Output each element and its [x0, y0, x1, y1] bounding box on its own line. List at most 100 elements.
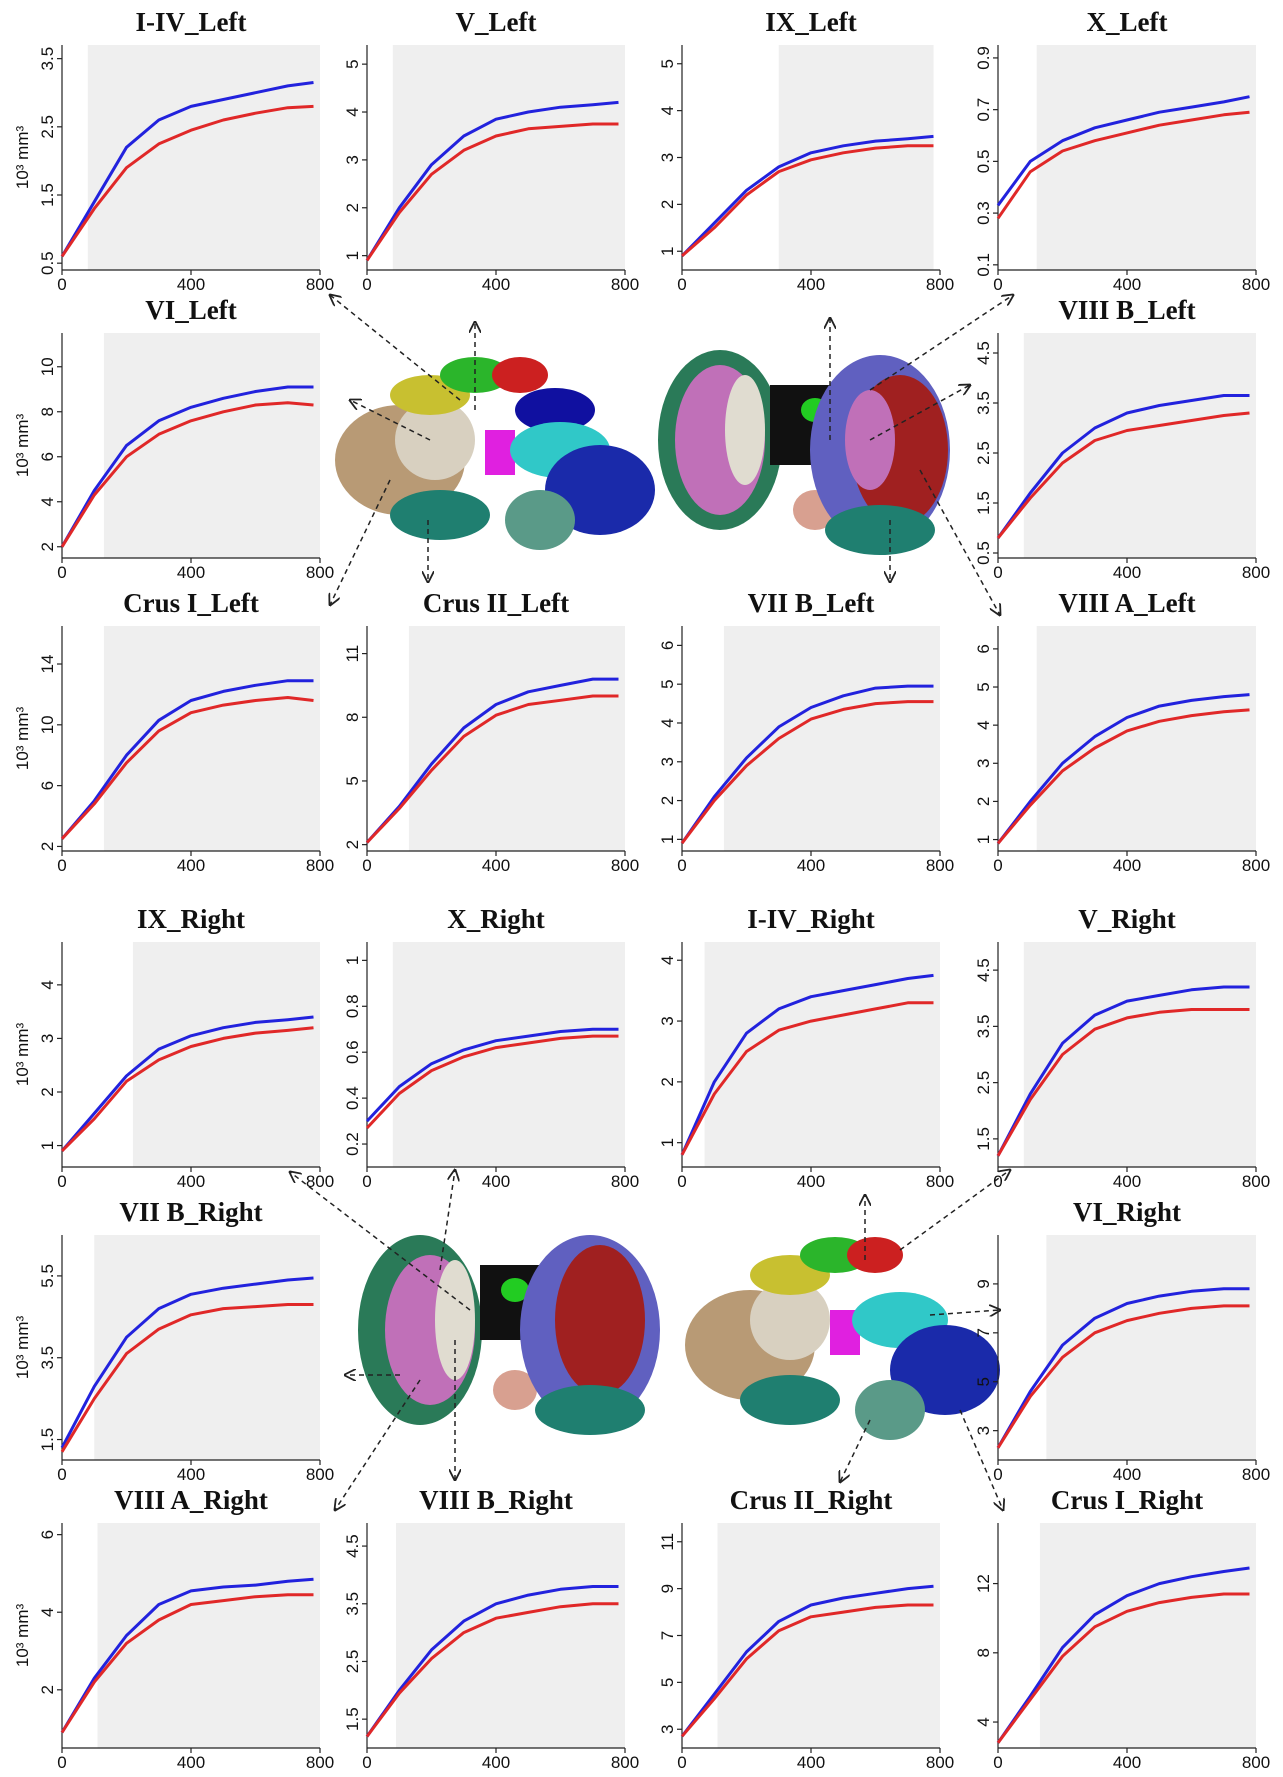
- chart-title: X_Left: [1087, 7, 1168, 37]
- chart-title: Crus I_Left: [123, 588, 259, 618]
- mean-curve: [996, 1008, 1250, 1157]
- y-tick-label: 2.5: [38, 115, 57, 139]
- x-tick-label: 0: [57, 275, 66, 294]
- x-tick-label: 400: [797, 275, 825, 294]
- y-tick-label: 6: [38, 781, 57, 790]
- shaded-range: [1023, 333, 1256, 558]
- chart-title: IX_Left: [765, 7, 856, 37]
- mean-curve: [60, 1276, 314, 1449]
- y-tick-label: 10: [38, 715, 57, 734]
- chart-title: I-IV_Right: [747, 904, 875, 934]
- y-tick-label: 0.5: [974, 541, 993, 565]
- chart-title: VIII B_Right: [419, 1485, 573, 1515]
- y-tick-label: 0.9: [974, 46, 993, 70]
- mean-curve: [60, 1026, 314, 1152]
- mean-curve: [996, 985, 1250, 1157]
- y-tick-label: 2: [38, 842, 57, 851]
- chart-title: V_Left: [456, 7, 537, 37]
- shaded-range: [392, 942, 625, 1167]
- panel: VIII B_Left 0 400 800 0.5 1.5 2.5 3.5 4.5: [974, 295, 1270, 582]
- y-tick-label: 2: [343, 203, 362, 212]
- mean-curve: [365, 1027, 619, 1123]
- y-tick-label: 2: [38, 1685, 57, 1694]
- y-tick-label: 1.5: [343, 1707, 362, 1731]
- y-tick-label: 1: [343, 956, 362, 965]
- chart-title: VI_Left: [145, 295, 236, 325]
- chart-title: Crus II_Left: [423, 588, 569, 618]
- mean-curve: [996, 1287, 1250, 1449]
- y-tick-label: 3.5: [38, 1346, 57, 1370]
- mean-curve: [680, 1584, 934, 1738]
- y-tick-label: 0.5: [974, 150, 993, 174]
- y-tick-label: 10: [38, 357, 57, 376]
- x-tick-label: 400: [177, 563, 205, 582]
- x-tick-label: 0: [57, 1753, 66, 1772]
- brain-bottom-left: [358, 1235, 660, 1435]
- y-tick-label: 4: [658, 718, 677, 727]
- y-tick-label: 6: [974, 644, 993, 653]
- y-axis-label: 10³ mm³: [13, 126, 32, 190]
- x-tick-label: 400: [482, 1753, 510, 1772]
- shaded-range: [132, 942, 320, 1167]
- mean-curve: [365, 677, 619, 844]
- panel: Crus II_Left 0 400 800 2 5 8 11: [343, 588, 639, 875]
- x-tick-label: 800: [306, 1465, 334, 1484]
- y-tick-label: 2: [38, 542, 57, 551]
- y-tick-label: 1.5: [974, 1127, 993, 1151]
- y-axis-label: 10³ mm³: [13, 1023, 32, 1087]
- x-tick-label: 800: [926, 856, 954, 875]
- x-tick-label: 0: [362, 275, 371, 294]
- x-tick-label: 0: [993, 1465, 1002, 1484]
- y-tick-label: 2: [658, 1077, 677, 1086]
- y-tick-label: 5: [658, 1678, 677, 1687]
- chart-title: X_Right: [447, 904, 545, 934]
- y-tick-label: 1: [658, 835, 677, 844]
- y-tick-label: 2: [658, 796, 677, 805]
- y-tick-label: 4: [658, 956, 677, 965]
- x-tick-label: 800: [306, 1753, 334, 1772]
- y-tick-label: 11: [343, 645, 362, 663]
- y-tick-label: 4: [974, 1717, 993, 1726]
- y-tick-label: 4: [974, 720, 993, 729]
- x-tick-label: 0: [57, 856, 66, 875]
- x-tick-label: 400: [177, 1753, 205, 1772]
- mean-curve: [996, 1304, 1250, 1449]
- x-tick-label: 400: [1113, 1172, 1141, 1191]
- panel: Crus II_Right 0 400 800 3 5 7 9 11: [658, 1485, 954, 1772]
- brain-top-right: [658, 350, 950, 555]
- panel: VI_Left 0 400 800 2 4 6 8 10 10³ mm³: [13, 295, 334, 582]
- panel: VII B_Right 0 400 800 1.5 3.5 5.5 10³ mm³: [13, 1197, 334, 1484]
- y-tick-label: 4.5: [343, 1534, 362, 1558]
- shaded-range: [1023, 942, 1256, 1167]
- mean-curve: [996, 411, 1250, 539]
- x-tick-label: 400: [177, 1172, 205, 1191]
- shaded-range: [1036, 626, 1256, 851]
- mean-curve: [60, 81, 314, 258]
- y-tick-label: 1: [38, 1141, 57, 1150]
- y-tick-label: 5: [658, 679, 677, 688]
- panel: VII B_Left 0 400 800 1 2 3 4 5 6: [658, 588, 954, 875]
- x-tick-label: 400: [177, 856, 205, 875]
- chart-title: Crus II_Right: [730, 1485, 893, 1515]
- y-tick-label: 4: [38, 497, 57, 506]
- y-tick-label: 1: [658, 1138, 677, 1147]
- mean-curve: [680, 1001, 934, 1156]
- x-tick-label: 800: [611, 856, 639, 875]
- y-tick-label: 4.5: [974, 341, 993, 365]
- x-tick-label: 800: [1242, 275, 1270, 294]
- y-tick-label: 9: [974, 1279, 993, 1288]
- y-tick-label: 4: [38, 980, 57, 989]
- y-tick-label: 12: [974, 1574, 993, 1593]
- x-tick-label: 0: [677, 1753, 686, 1772]
- y-tick-label: 5.5: [38, 1264, 57, 1288]
- mean-curve: [365, 694, 619, 844]
- y-tick-label: 2: [343, 840, 362, 849]
- mean-curve: [996, 708, 1250, 845]
- shaded-range: [87, 45, 320, 270]
- panel: VIII A_Left 0 400 800 1 2 3 4 5 6: [974, 588, 1270, 875]
- panel: I-IV_Right 0 400 800 1 2 3 4: [658, 904, 954, 1191]
- x-tick-label: 0: [362, 1753, 371, 1772]
- y-tick-label: 5: [658, 59, 677, 68]
- shaded-range: [717, 1523, 940, 1748]
